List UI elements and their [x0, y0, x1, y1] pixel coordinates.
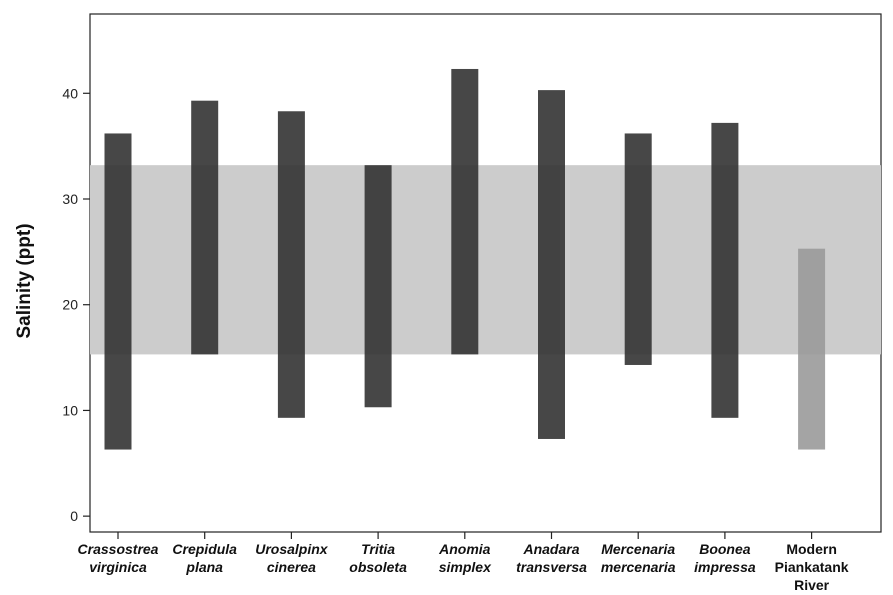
category-label: Mercenaria mercenaria [601, 541, 676, 575]
range-bar [104, 133, 132, 450]
y-tick-label: 20 [62, 297, 78, 313]
y-tick-label: 10 [62, 402, 78, 418]
category-label: Tritia obsoleta [349, 541, 407, 575]
reference-salinity-band [90, 165, 881, 355]
range-bar [624, 133, 652, 365]
category-label: Modern Piankatank River [775, 541, 849, 593]
range-bar [191, 100, 219, 355]
y-tick-label: 0 [70, 508, 78, 524]
category-label: Urosalpinx cinerea [255, 541, 329, 575]
category-label: Anomia simplex [438, 541, 492, 575]
range-bar [364, 165, 392, 408]
y-tick-label: 40 [62, 85, 78, 101]
category-label: Crassostrea virginica [78, 541, 159, 575]
range-bar [277, 111, 305, 418]
range-bar [538, 90, 565, 439]
category-label: Boonea impressa [694, 541, 756, 575]
range-bar [451, 68, 479, 355]
category-label: Anadara transversa [516, 541, 587, 575]
y-axis-title: Salinity (ppt) [14, 223, 35, 338]
category-label: Crepidula plana [172, 541, 237, 575]
y-tick-label: 30 [62, 191, 78, 207]
range-bar [711, 122, 739, 418]
range-bar [798, 248, 826, 450]
